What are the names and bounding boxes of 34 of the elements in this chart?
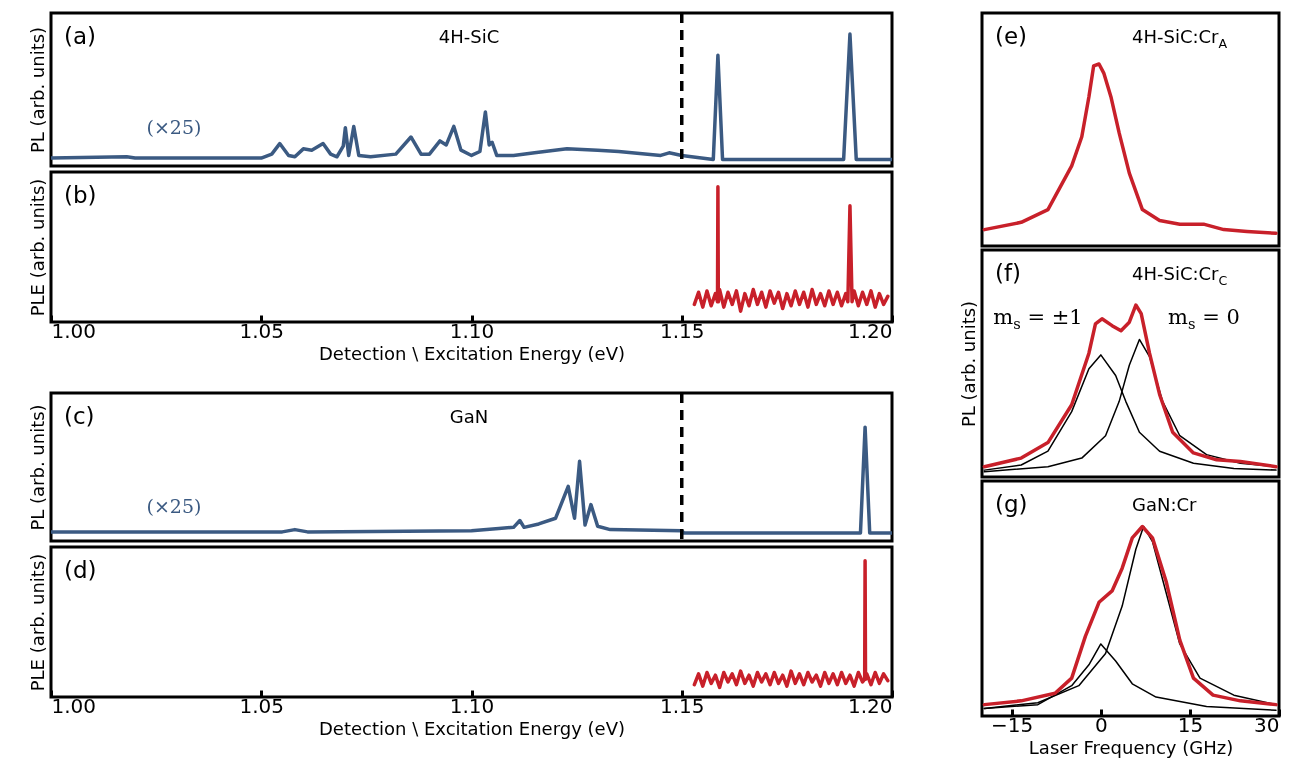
x-tick-label: 1.15 — [659, 693, 705, 718]
y-axis-title: PL (arb. units) — [26, 26, 48, 154]
x-tick-label: 1.00 — [51, 318, 97, 343]
x-tick-label: 1.20 — [847, 318, 893, 343]
annotation: (c) — [64, 403, 95, 429]
x-tick-label: 30 — [1254, 712, 1280, 737]
y-axis-title: PL (arb. units) — [957, 300, 979, 428]
x-axis-title: Detection \ Excitation Energy (eV) — [318, 342, 626, 364]
annotation: (d) — [64, 557, 97, 583]
text: GaN:Cr — [1132, 494, 1198, 515]
annotation: (×25) — [146, 116, 202, 138]
x-axis-title: Detection \ Excitation Energy (eV) — [318, 717, 626, 739]
x-tick-label: 1.05 — [239, 318, 285, 343]
x-tick-label: 1.00 — [51, 693, 97, 718]
x-tick-label: 1.10 — [449, 318, 495, 343]
y-axis-title: PLE (arb. units) — [26, 178, 48, 317]
x-tick-label: 15 — [1177, 712, 1204, 737]
text: GaN — [449, 406, 489, 427]
x-tick-label: 1.20 — [847, 693, 893, 718]
text: (g) — [995, 491, 1028, 517]
x-tick-label: 0 — [1094, 712, 1108, 737]
text: (e) — [995, 23, 1028, 49]
x-axis-title: Laser Frequency (GHz) — [1028, 736, 1234, 758]
annotation: (b) — [64, 182, 97, 208]
x-tick-label: −15 — [991, 712, 1034, 737]
x-tick-label: 1.05 — [239, 693, 285, 718]
text: (f) — [995, 260, 1022, 286]
y-axis-title: PLE (arb. units) — [26, 553, 48, 692]
annotation: 4H-SiC — [438, 26, 500, 47]
y-axis-title: PL (arb. units) — [26, 404, 48, 531]
annotation: (a) — [64, 23, 97, 49]
annotation: (×25) — [146, 495, 202, 517]
x-tick-label: 1.10 — [449, 693, 495, 718]
x-tick-label: 1.15 — [659, 318, 705, 343]
